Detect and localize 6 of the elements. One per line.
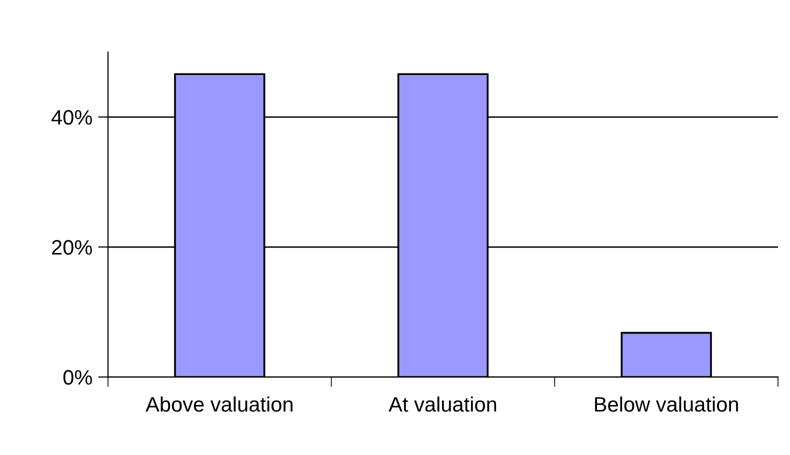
x-tick-label: At valuation (388, 396, 496, 412)
x-tick-label: Below valuation (595, 396, 738, 412)
y-tick-label: 40% (52, 110, 92, 125)
y-tick-label: 20% (52, 240, 92, 255)
y-tick-label: 0% (63, 370, 92, 385)
x-tick-label: Above valuation (146, 396, 292, 412)
